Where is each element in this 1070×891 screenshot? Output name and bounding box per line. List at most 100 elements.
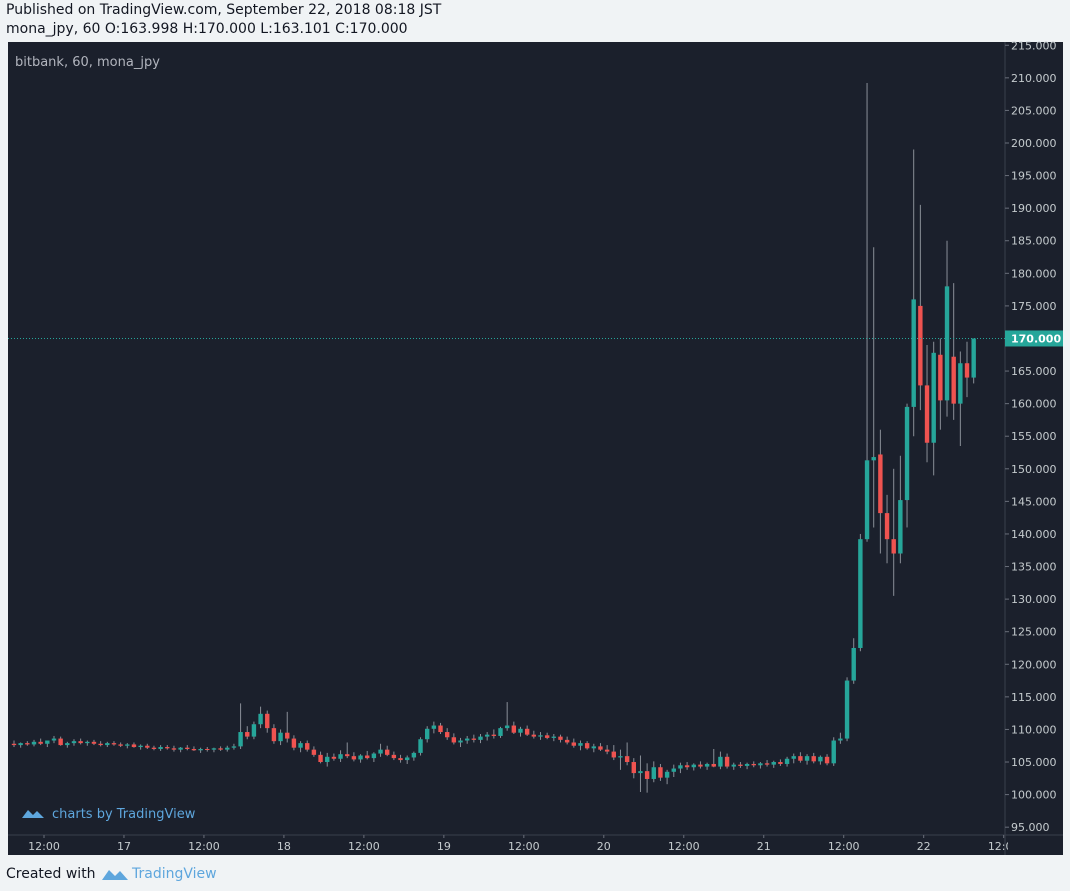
candle-body (764, 763, 770, 765)
candle-body (878, 454, 883, 514)
candle-body (584, 743, 590, 749)
x-tick-label: 12:00 (828, 840, 860, 853)
y-tick-label: 185.000 (1011, 235, 1057, 248)
candle-body (338, 754, 343, 759)
candle-body (691, 764, 696, 768)
candle-body (18, 743, 23, 746)
candle-body (424, 728, 430, 740)
candle-body (551, 736, 557, 738)
candle-body (744, 763, 750, 766)
footer: Created with (6, 866, 96, 882)
x-tick-label: 12:00 (188, 840, 220, 853)
candle-body (385, 749, 390, 755)
candle-body (298, 743, 303, 748)
candle-body (291, 738, 297, 748)
candle-body (438, 725, 443, 733)
candle-body (345, 754, 350, 757)
candle-body (931, 352, 936, 443)
candle-body (791, 756, 796, 759)
chart-frame (8, 42, 1063, 855)
candle-body (38, 741, 43, 744)
candle-body (784, 758, 790, 764)
candle-body (558, 736, 563, 740)
candle-body (331, 756, 337, 759)
price-axis: 95.000 100.000 105.000 110.000 115.000 120.00… (1005, 39, 1063, 834)
candle-body (898, 500, 903, 554)
candle-body (738, 764, 743, 766)
candle-body (458, 740, 463, 743)
candle-body (185, 747, 190, 749)
last-price-box (1005, 330, 1063, 347)
candle-body (65, 743, 70, 746)
x-tick-label: 12:00 (988, 840, 1020, 853)
candle-body (944, 286, 950, 401)
candle-body (611, 751, 616, 758)
candle-body (831, 740, 836, 764)
candle-body (238, 732, 243, 747)
candle-body (771, 762, 776, 765)
candle-body (971, 338, 976, 378)
candle-body (411, 752, 417, 758)
candle-body (958, 363, 963, 404)
candle-body (11, 743, 17, 746)
x-tick-label: 12:00 (28, 840, 60, 853)
candle-body (671, 768, 676, 772)
candle-body (638, 771, 643, 774)
candle-body (698, 764, 703, 767)
candle-body (838, 738, 843, 741)
candle-body (844, 680, 850, 739)
x-tick-label: 12:00 (348, 840, 380, 853)
candle-body (398, 758, 403, 761)
candle-body (538, 735, 543, 737)
candle-body (91, 741, 97, 744)
candle-body (891, 539, 896, 554)
candle-body (45, 740, 50, 744)
candle-body (105, 743, 110, 746)
y-tick-label: 195.000 (1011, 170, 1057, 183)
candle-body (198, 748, 203, 751)
candle-body (171, 748, 177, 750)
candle-body (491, 734, 497, 736)
y-tick-label: 125.000 (1011, 626, 1057, 639)
candle-body (964, 363, 970, 378)
candle-body (371, 753, 377, 759)
candle-body (684, 765, 690, 768)
watermark: charts by TradingView (52, 807, 196, 822)
candle-body (651, 767, 656, 779)
candle-body (578, 743, 583, 746)
candle-body (285, 732, 290, 739)
y-tick-label: 175.000 (1011, 300, 1057, 313)
candle-body (225, 747, 230, 750)
candle-body (218, 748, 223, 750)
x-tick-label: 17 (117, 840, 131, 853)
candle-body (111, 743, 117, 745)
candle-body (478, 736, 483, 740)
candle-body (365, 755, 370, 759)
candle-body (724, 756, 730, 767)
x-tick-label: 20 (597, 840, 611, 853)
candle-body (644, 771, 650, 779)
candle-body (858, 539, 863, 648)
candle-body (278, 732, 283, 742)
footer-logo (102, 870, 128, 880)
candle-body (718, 756, 723, 767)
candle-body (251, 724, 257, 737)
candle-body (378, 749, 383, 754)
y-tick-label: 115.000 (1011, 691, 1057, 704)
y-tick-label: 140.000 (1011, 528, 1057, 541)
candle-body (711, 763, 716, 767)
candle-body (25, 743, 30, 745)
y-tick-label: 105.000 (1011, 756, 1057, 769)
candle-body (265, 713, 270, 729)
candle-body (405, 757, 410, 761)
y-tick-label: 210.000 (1011, 72, 1057, 85)
candle-body (451, 737, 457, 743)
y-tick-label: 135.000 (1011, 561, 1057, 574)
y-tick-label: 150.000 (1011, 463, 1057, 476)
candle-body (145, 745, 150, 748)
candle-body (431, 725, 437, 729)
y-tick-label: 145.000 (1011, 495, 1057, 508)
y-tick-label: 190.000 (1011, 202, 1057, 215)
header: Published on TradingView.com, September … (6, 2, 442, 18)
